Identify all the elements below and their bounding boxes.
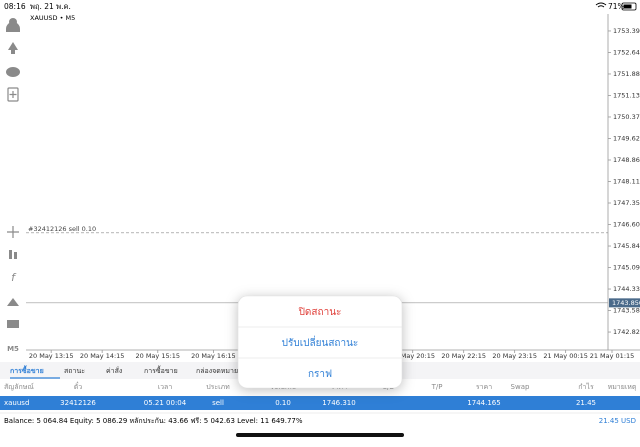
candles-icon[interactable]	[9, 250, 12, 259]
y-tick-label: 1745.090	[613, 264, 640, 272]
x-tick-label: 20 May 23:15	[492, 352, 537, 360]
x-tick-label: 20 May 16:15	[191, 352, 236, 360]
status-date: พฤ. 21 พ.ค.	[30, 2, 71, 11]
chat-icon[interactable]	[6, 67, 20, 77]
column-header: ตั๋ว	[74, 382, 83, 391]
y-tick-label: 1751.885	[613, 70, 640, 78]
home-indicator	[236, 433, 404, 437]
y-tick-label: 1742.825	[613, 328, 640, 336]
balance-line: Balance: 5 064.84 Equity: 5 086.29 หลักป…	[4, 417, 303, 425]
cell: 1744.165	[467, 399, 500, 407]
y-tick-label: 1747.355	[613, 199, 640, 207]
column-header: Swap	[511, 383, 530, 391]
price-label-bg	[609, 298, 640, 308]
battery-fill	[623, 4, 632, 9]
tab[interactable]: การซื้อขาย	[144, 364, 178, 375]
column-header: สัญลักษณ์	[4, 383, 34, 391]
cell: 05.21 00:04	[144, 399, 187, 407]
column-header: ราคา	[476, 383, 492, 391]
y-tick-label: 1745.845	[613, 242, 640, 250]
tab[interactable]: กล่องจดหมาย	[196, 367, 238, 375]
price-label: 1743.850	[612, 299, 640, 307]
y-tick-label: 1753.395	[613, 27, 640, 35]
tab[interactable]: ค่าสั่ง	[106, 366, 122, 375]
new-order-plus	[9, 91, 17, 98]
timeframe-button[interactable]: M5	[7, 345, 19, 353]
order-label: #32412126 sell 0.10	[28, 225, 96, 233]
y-tick-label: 1749.620	[613, 134, 640, 142]
y-tick-label: 1752.640	[613, 48, 640, 56]
y-tick-label: 1744.335	[613, 285, 640, 293]
x-tick-label: 20 May 22:15	[441, 352, 486, 360]
y-tick-label: 1750.375	[613, 113, 640, 121]
toolbar: f M5	[6, 18, 20, 353]
column-header: หมายเหตุ	[608, 383, 637, 391]
x-tick-label: 20 May 20:15	[390, 352, 435, 360]
objects-icon[interactable]	[7, 298, 19, 306]
trade-icon[interactable]	[8, 42, 18, 54]
total-profit: 21.45 USD	[599, 417, 636, 425]
x-tick-label: 20 May 14:15	[80, 352, 125, 360]
column-header: T/P	[431, 383, 443, 391]
status-time: 08:16	[4, 2, 26, 11]
row-highlight[interactable]	[0, 396, 640, 410]
candles-icon-2	[14, 252, 17, 259]
y-tick-label: 1746.600	[613, 221, 640, 229]
crosshair-icon[interactable]	[7, 226, 19, 238]
cell: 32412126	[60, 399, 96, 407]
menu-item[interactable]: กราฟ	[308, 369, 332, 380]
x-tick-label: 20 May 13:15	[29, 352, 74, 360]
chart: 1753.395 1752.640 1751.885 1751.13 1750.375 1…	[26, 27, 640, 360]
y-tick-label: 1748.865	[613, 156, 640, 164]
column-header: ประเภท	[206, 383, 230, 391]
indicator-icon[interactable]: f	[11, 271, 17, 284]
cell: 0.10	[275, 399, 291, 407]
tab[interactable]: การซื้อขาย	[10, 364, 44, 375]
cell: 1746.310	[322, 399, 355, 407]
wifi-icon	[595, 2, 607, 8]
symbol-label: XAUUSD • M5	[30, 14, 75, 22]
new-order-icon[interactable]	[7, 87, 19, 102]
battery-icon	[621, 2, 637, 11]
account-icon-body	[6, 22, 20, 32]
y-tick-label: 1748.110	[613, 178, 640, 186]
menu-panel	[237, 295, 403, 389]
menu-item[interactable]: ปรับเปลี่ยนสถานะ	[282, 335, 359, 349]
y-tick-label: 1743.580	[613, 307, 640, 315]
x-tick-label: 21 May 01:15	[590, 352, 635, 360]
y-tick-label: 1751.13	[613, 91, 640, 99]
cell: xauusd	[4, 399, 29, 407]
x-tick-label: 21 May 00:15	[543, 352, 588, 360]
column-header: เวลา	[158, 383, 173, 391]
menu-item[interactable]: ปิดสถานะ	[298, 307, 341, 318]
tab[interactable]: สถานะ	[64, 367, 85, 375]
positions-table: สัญลักษณ์ตั๋วเวลาประเภทVolumeราคาS/LT/Pร…	[0, 382, 640, 410]
cell: sell	[212, 399, 224, 407]
cell: 21.45	[576, 399, 596, 407]
x-tick-label: 20 May 15:15	[135, 352, 180, 360]
column-header: กำไร	[578, 382, 594, 391]
templates-icon[interactable]	[7, 320, 19, 328]
battery-level: 71%	[608, 2, 625, 11]
